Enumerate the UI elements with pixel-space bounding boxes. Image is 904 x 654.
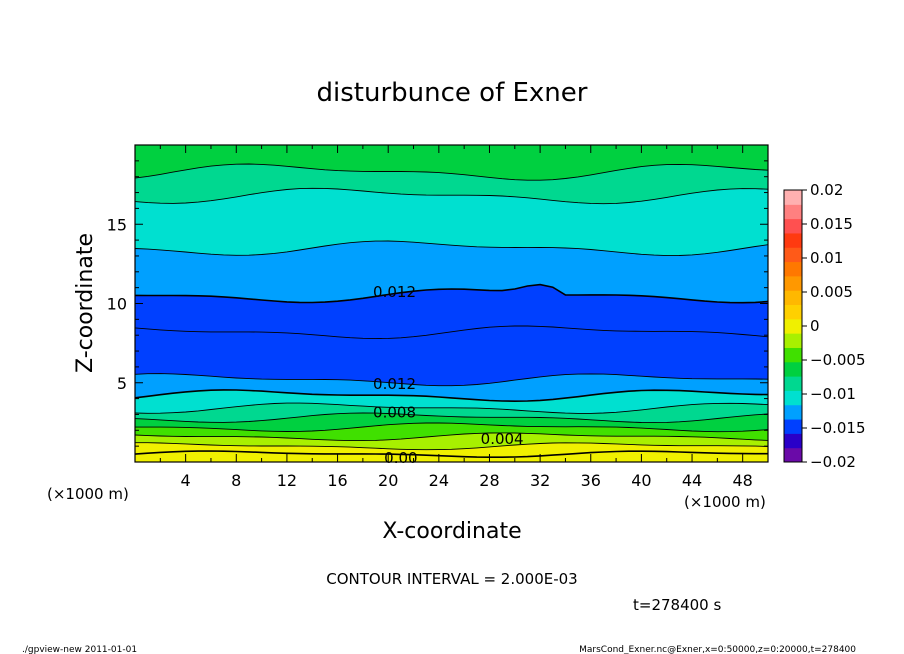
colorbar-label: −0.015 (810, 419, 866, 437)
x-axis-label: X-coordinate (382, 519, 521, 544)
colorbar-swatch (784, 447, 802, 463)
colorbar-swatch (784, 433, 802, 449)
colorbar-swatch (784, 404, 802, 420)
contour-label: 0.004 (481, 430, 524, 448)
colorbar-swatch (784, 361, 802, 377)
colorbar-swatch (784, 204, 802, 220)
y-tick-label: 10 (107, 295, 127, 314)
y-axis-label: Z-coordinate (73, 233, 98, 373)
y-tick-label: 15 (107, 215, 127, 234)
contour-line-9 (134, 283, 769, 304)
footer-left: ./gpview-new 2011-01-01 (22, 645, 137, 654)
x-tick-label: 4 (181, 471, 191, 490)
y-tick-label: 5 (117, 374, 127, 393)
contour-line-0 (134, 450, 768, 458)
x-tick-label: 16 (327, 471, 347, 490)
x-tick-label: 24 (429, 471, 449, 490)
contour-line-3 (135, 422, 769, 433)
colorbar: 0.02 0.015 0.01 0.005 0 −0.005 −0.01 −0.015 −0.0… (783, 181, 866, 471)
colorbar-swatch (784, 333, 802, 348)
contour-line-6 (134, 389, 769, 403)
contour-line-7 (134, 373, 769, 387)
contour-line-1 (135, 442, 769, 451)
colorbar-swatch (784, 347, 802, 363)
colorbar-label: −0.005 (810, 351, 866, 369)
colorbar-swatch (784, 190, 802, 205)
contour-label: 0.012 (373, 375, 416, 393)
x-tick-label: 48 (733, 471, 753, 490)
x-tick-label: 20 (378, 471, 398, 490)
colorbar-label: −0.02 (810, 453, 856, 471)
colorbar-swatch (784, 261, 802, 277)
contour-line-5 (134, 402, 769, 414)
footer-right: MarsCond_Exner.nc@Exner,x=0:50000,z=0:20… (579, 645, 856, 654)
colorbar-label: −0.01 (810, 385, 856, 403)
contour-line-4 (134, 412, 769, 424)
time-label: t=278400 s (633, 596, 721, 614)
x-tick-label: 28 (479, 471, 499, 490)
colorbar-swatch (784, 275, 802, 291)
colorbar-swatch (784, 419, 802, 434)
x-tick-label: 44 (682, 471, 702, 490)
contour-line-12 (134, 163, 769, 181)
colorbar-swatch (784, 247, 802, 263)
colorbar-swatch (784, 318, 802, 334)
contour-line-11 (134, 187, 769, 205)
x-axis-unit-label: (×1000 m) (47, 485, 129, 503)
contour-line-2 (134, 432, 769, 442)
contour-interval-note: CONTOUR INTERVAL = 2.000E-03 (326, 570, 577, 588)
x-tick-label: 12 (277, 471, 297, 490)
colorbar-swatch (784, 376, 802, 391)
contour-line-10 (134, 240, 769, 257)
contour-line-8 (134, 325, 769, 340)
contour-label: 0.008 (373, 403, 416, 421)
chart-title: disturbunce of Exner (317, 78, 588, 108)
colorbar-label: 0.015 (810, 215, 853, 233)
colorbar-label: 0.02 (810, 181, 843, 199)
colorbar-swatch (784, 232, 802, 248)
colorbar-swatch (784, 390, 802, 406)
contour-label: 0.00 (384, 449, 417, 467)
x-axis-unit-label-right: (×1000 m) (684, 493, 766, 511)
colorbar-swatch (784, 218, 802, 234)
colorbar-label: 0 (810, 317, 820, 335)
x-tick-label: 40 (631, 471, 651, 490)
colorbar-label: 0.01 (810, 249, 843, 267)
colorbar-swatch (784, 304, 802, 320)
contour-label: 0.012 (373, 283, 416, 301)
x-tick-label: 8 (231, 471, 241, 490)
x-tick-label: 32 (530, 471, 550, 490)
x-tick-label: 36 (581, 471, 601, 490)
colorbar-label: 0.005 (810, 283, 853, 301)
colorbar-swatch (784, 290, 802, 306)
